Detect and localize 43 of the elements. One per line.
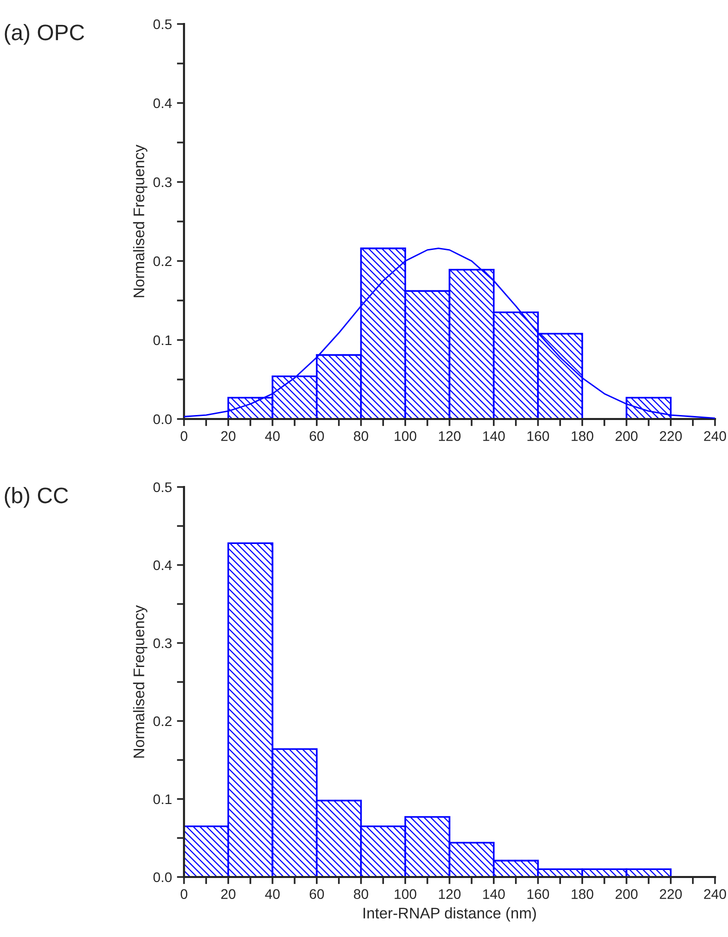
y-tick-label: 0.5 [153, 19, 172, 30]
x-tick-label: 20 [221, 889, 236, 900]
x-tick-label: 140 [483, 431, 505, 442]
x-tick-label: 180 [572, 431, 594, 442]
x-tick-label: 0 [180, 889, 188, 900]
chart-title: (a) OPC [4, 24, 84, 45]
x-tick-label: 40 [265, 431, 280, 442]
y-tick-label: 0.0 [153, 872, 172, 882]
x-tick-label: 160 [527, 889, 550, 900]
x-tick-label: 80 [354, 431, 368, 442]
x-tick-label: 220 [660, 431, 682, 442]
y-tick-label: 0.3 [153, 177, 172, 188]
y-tick-label: 0.0 [153, 414, 172, 424]
x-tick-label: 60 [310, 431, 324, 442]
x-tick-label: 180 [572, 889, 594, 900]
y-tick-label: 0.1 [153, 794, 172, 804]
y-tick-label: 0.1 [153, 335, 172, 346]
x-tick-label: 120 [438, 889, 461, 900]
x-tick-label: 100 [394, 431, 416, 442]
x-tick-label: 200 [616, 431, 638, 442]
x-tick-label: 240 [704, 431, 726, 442]
y-tick-label: 0.2 [153, 716, 172, 726]
x-tick-label: 40 [265, 889, 280, 900]
y-tick-label: 0.4 [153, 560, 172, 570]
x-tick-label: 80 [354, 889, 368, 900]
y-axis-title: Normalised Frequency [133, 144, 148, 298]
x-tick-label: 200 [616, 889, 638, 900]
x-tick-label: 160 [527, 431, 550, 442]
y-tick-label: 0.4 [153, 98, 172, 108]
x-tick-label: 20 [221, 431, 236, 442]
x-axis-title: Inter-RNAP distance (nm) [364, 907, 536, 922]
x-tick-label: 100 [394, 889, 416, 900]
x-tick-label: 240 [704, 889, 726, 900]
x-tick-label: 120 [438, 431, 461, 442]
y-axis-title: Normalised Frequency [133, 605, 148, 758]
x-tick-label: 0 [180, 431, 188, 442]
x-tick-label: 60 [310, 889, 324, 900]
y-tick-label: 0.5 [153, 482, 172, 492]
y-tick-label: 0.2 [153, 256, 172, 266]
chart-title: (b) CC [4, 487, 68, 508]
x-tick-label: 220 [660, 889, 682, 900]
y-tick-label: 0.3 [153, 638, 172, 648]
x-tick-label: 140 [483, 889, 505, 900]
